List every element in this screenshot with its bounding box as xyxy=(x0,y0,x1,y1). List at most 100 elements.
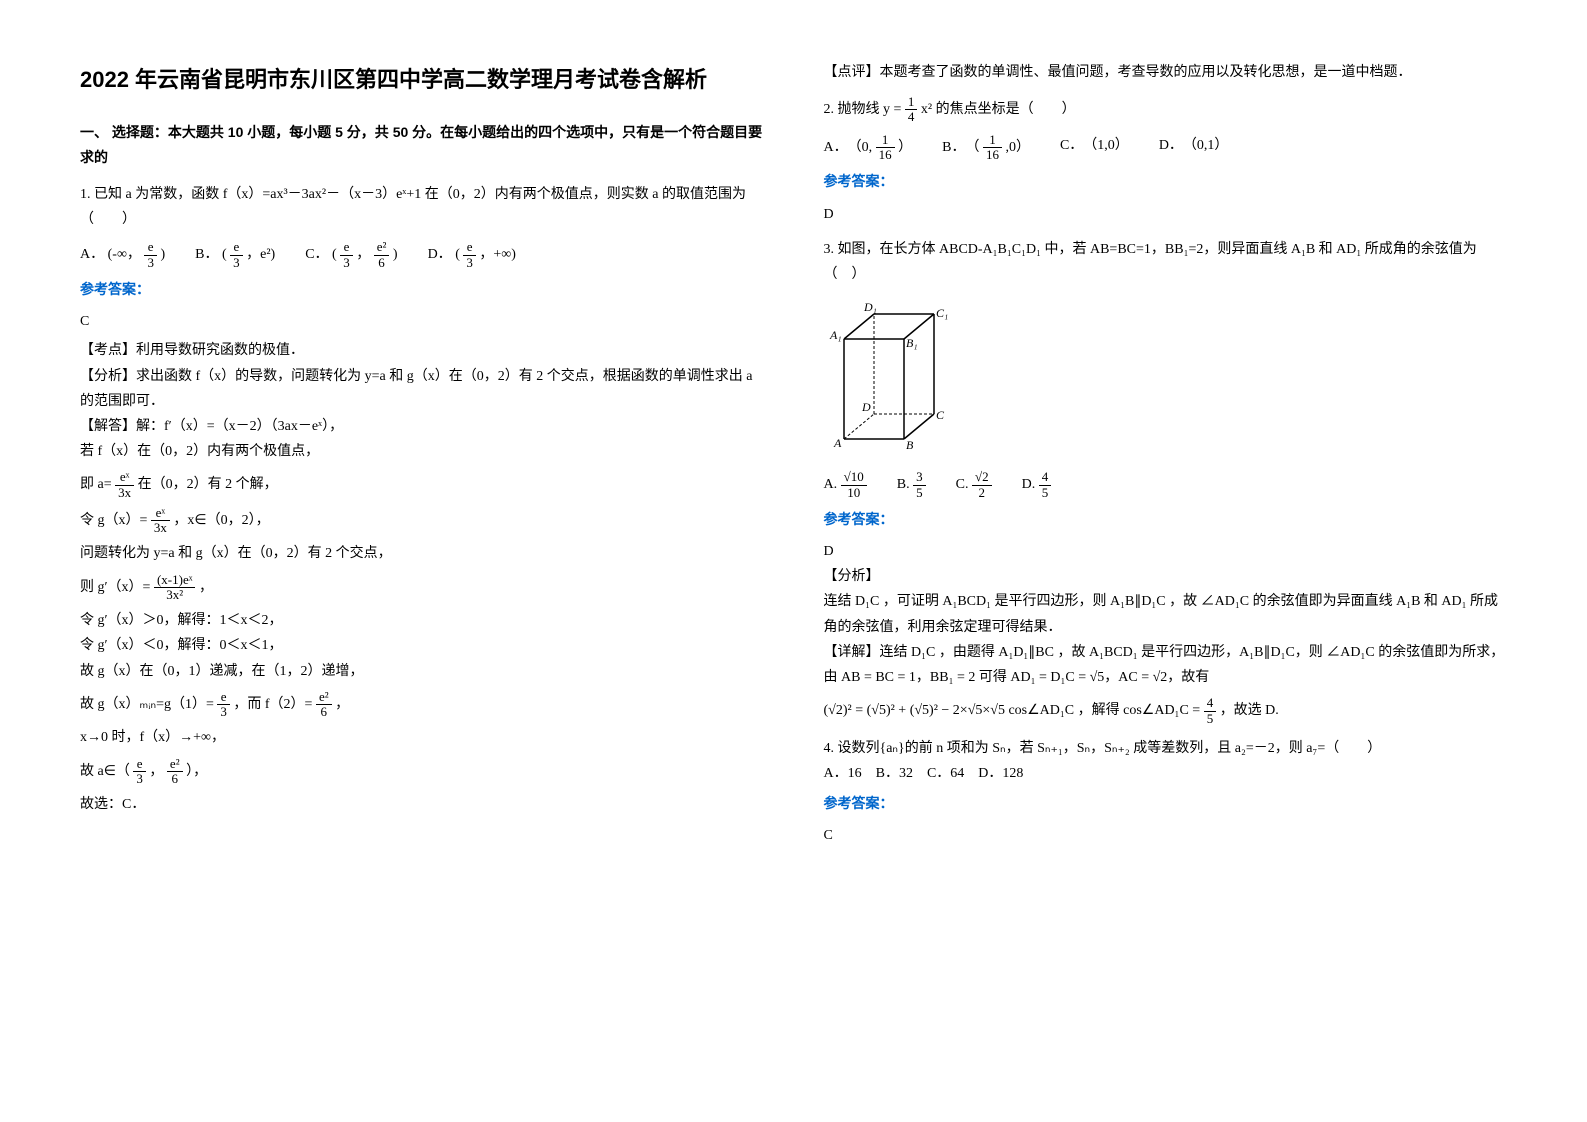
q1-solve-7: 令 g′（x）＞0，解得：1＜x＜2， xyxy=(80,608,764,633)
q1-answer: C xyxy=(80,309,764,334)
prefix: C. xyxy=(956,477,972,492)
eq-suffix: x² xyxy=(921,102,932,117)
q3-stem: 3. 如图，在长方体 ABCD-A₁B₁C₁D₁ 中，若 AB=BC=1，BB₁… xyxy=(824,237,1508,287)
answer-label: 参考答案： xyxy=(80,278,764,303)
svg-text:C: C xyxy=(936,408,945,422)
fraction: eˣ3x xyxy=(115,470,134,500)
q1-solve-9: 故 g（x）在（0，1）递减，在（1，2）递增， xyxy=(80,659,764,684)
svg-text:D: D xyxy=(861,400,871,414)
fraction: (x-1)eˣ3x² xyxy=(154,573,196,603)
opt-close: ) xyxy=(160,247,165,262)
q1-solve-13: 故选：C． xyxy=(80,792,764,817)
question-2: 2. 抛物线 y = 14 x² 的焦点坐标是（ ） A． （0, 116 ） … xyxy=(824,95,1508,227)
fraction: e3 xyxy=(217,690,230,720)
suffix: ,0） xyxy=(1005,140,1030,155)
fraction: e3 xyxy=(463,240,476,270)
suffix: ， xyxy=(335,697,349,712)
q1-opt-c: C． ( e3 ， e²6 ) xyxy=(305,240,397,270)
svg-text:B: B xyxy=(906,438,914,449)
svg-text:C₁: C₁ xyxy=(936,306,948,320)
cuboid-diagram: A B C D A₁ B₁ C₁ D₁ xyxy=(824,299,1508,458)
fraction: e3 xyxy=(230,240,243,270)
question-1: 1. 已知 a 为常数，函数 f（x）=ax³－3ax²－（x－3）eˣ+1 在… xyxy=(80,182,764,817)
q2-stem: 2. 抛物线 y = 14 x² 的焦点坐标是（ ） xyxy=(824,95,1508,125)
fraction: 116 xyxy=(876,133,895,163)
q1-solve-10: 故 g（x）ₘᵢₙ=g（1）= e3 ，而 f（2）= e²6 ， xyxy=(80,690,764,720)
fraction: 14 xyxy=(905,95,918,125)
suffix: ，x∈（0，2）， xyxy=(173,513,269,528)
mid: ，而 f（2）= xyxy=(233,697,316,712)
q2-options: A． （0, 116 ） B． （ 116 ,0） C． （1,0） D． （0… xyxy=(824,133,1508,163)
q2-opt-b: B． （ 116 ,0） xyxy=(942,133,1030,163)
suffix: ， xyxy=(199,580,213,595)
q1-solve-6: 则 g′（x）= (x-1)eˣ3x² ， xyxy=(80,573,764,603)
prefix: 则 g′（x）= xyxy=(80,580,154,595)
answer-label: 参考答案： xyxy=(824,792,1508,817)
prefix: A. xyxy=(824,477,841,492)
q1-solve-4: 令 g（x）= eˣ3x ，x∈（0，2）， xyxy=(80,506,764,536)
suffix: 的焦点坐标是（ ） xyxy=(936,102,1076,117)
opt-close: ，+∞) xyxy=(479,247,516,262)
q3-options: A. √1010 B. 35 C. √22 D. 45 xyxy=(824,470,1508,500)
q4-options: A．16 B．32 C．64 D．128 xyxy=(824,761,1508,786)
fraction: e3 xyxy=(340,240,353,270)
left-column: 2022 年云南省昆明市东川区第四中学高二数学理月考试卷含解析 一、 选择题：本… xyxy=(80,60,764,859)
q3-detail-1: 【详解】连结 D₁C ，由题得 A₁D₁∥BC ，故 A₁BCD₁ 是平行四边形… xyxy=(824,640,1508,690)
opt-prefix: C． xyxy=(305,247,328,262)
fraction: e²6 xyxy=(374,240,390,270)
mid: cos∠AD₁C = xyxy=(1123,703,1204,718)
q1-solve-8: 令 g′（x）＜0，解得：0＜x＜1， xyxy=(80,633,764,658)
q1-opt-a: A． (-∞， e3 ) xyxy=(80,240,165,270)
fraction: 45 xyxy=(1204,696,1217,726)
prefix: 即 a= xyxy=(80,477,112,492)
svg-text:A₁: A₁ xyxy=(829,328,842,342)
svg-text:B₁: B₁ xyxy=(906,336,918,350)
q1-solve-5: 问题转化为 y=a 和 g（x）在（0，2）有 2 个交点， xyxy=(80,541,764,566)
q1-solve-11: x→0 时，f（x）→+∞， xyxy=(80,725,764,750)
right-column: 【点评】本题考查了函数的单调性、最值问题，考查导数的应用以及转化思想，是一道中档… xyxy=(824,60,1508,859)
q3-opt-a: A. √1010 xyxy=(824,470,867,500)
opt-prefix: B． xyxy=(195,247,218,262)
suffix: ，故选 D. xyxy=(1220,703,1279,718)
q3-analysis-1: 连结 D₁C ，可证明 A₁BCD₁ 是平行四边形，则 A₁B∥D₁C ，故 ∠… xyxy=(824,589,1508,639)
prefix: 故 a∈（ xyxy=(80,764,130,779)
doc-title: 2022 年云南省昆明市东川区第四中学高二数学理月考试卷含解析 xyxy=(80,60,764,100)
q1-analysis-1: 【分析】求出函数 f（x）的导数，问题转化为 y=a 和 g（x）在（0，2）有… xyxy=(80,364,764,414)
fraction: e3 xyxy=(144,240,157,270)
prefix: A． （0, xyxy=(824,140,873,155)
question-3: 3. 如图，在长方体 ABCD-A₁B₁C₁D₁ 中，若 AB=BC=1，BB₁… xyxy=(824,237,1508,726)
q1-solve-2: 若 f（x）在（0，2）内有两个极值点， xyxy=(80,439,764,464)
fraction: √1010 xyxy=(841,470,867,500)
suffix: ）， xyxy=(186,764,207,779)
q3-analysis-label: 【分析】 xyxy=(824,564,1508,589)
q1-solve-3: 即 a= eˣ3x 在（0，2）有 2 个解， xyxy=(80,470,764,500)
q2-opt-d: D． （0,1） xyxy=(1159,133,1229,163)
fraction: e3 xyxy=(133,757,146,787)
opt-text: (-∞， xyxy=(108,247,141,262)
opt-prefix: A． xyxy=(80,247,104,262)
prefix: 故 g（x）ₘᵢₙ=g（1）= xyxy=(80,697,214,712)
opt-open: ( xyxy=(332,247,337,262)
svg-text:D₁: D₁ xyxy=(863,300,877,314)
q1-stem: 1. 已知 a 为常数，函数 f（x）=ax³－3ax²－（x－3）eˣ+1 在… xyxy=(80,182,764,232)
suffix: 在（0，2）有 2 个解， xyxy=(138,477,278,492)
opt-mid: ，e²) xyxy=(246,247,275,262)
fraction: e²6 xyxy=(316,690,332,720)
q3-detail-2: (√2)² = (√5)² + (√5)² − 2×√5×√5 cos∠AD₁C… xyxy=(824,696,1508,726)
question-4: 4. 设数列{aₙ}的前 n 项和为 Sₙ，若 Sₙ₊₁，Sₙ，Sₙ₊₂ 成等差… xyxy=(824,736,1508,849)
fraction: 116 xyxy=(983,133,1002,163)
q1-analysis-point: 【考点】利用导数研究函数的极值． xyxy=(80,338,764,363)
prefix: B． （ xyxy=(942,140,979,155)
section1-header: 一、 选择题：本大题共 10 小题，每小题 5 分，共 50 分。在每小题给出的… xyxy=(80,120,764,170)
opt-prefix: D． xyxy=(428,247,452,262)
prefix: D. xyxy=(1022,477,1039,492)
q1-opt-d: D． ( e3 ，+∞) xyxy=(428,240,516,270)
suffix: ） xyxy=(898,140,912,155)
q2-opt-c: C． （1,0） xyxy=(1060,133,1129,163)
opt-mid: ， xyxy=(356,247,370,262)
q1-opt-b: B． ( e3 ，e²) xyxy=(195,240,275,270)
fraction: 45 xyxy=(1039,470,1052,500)
opt-open: ( xyxy=(222,247,227,262)
svg-text:A: A xyxy=(833,436,842,449)
q4-answer: C xyxy=(824,823,1508,848)
